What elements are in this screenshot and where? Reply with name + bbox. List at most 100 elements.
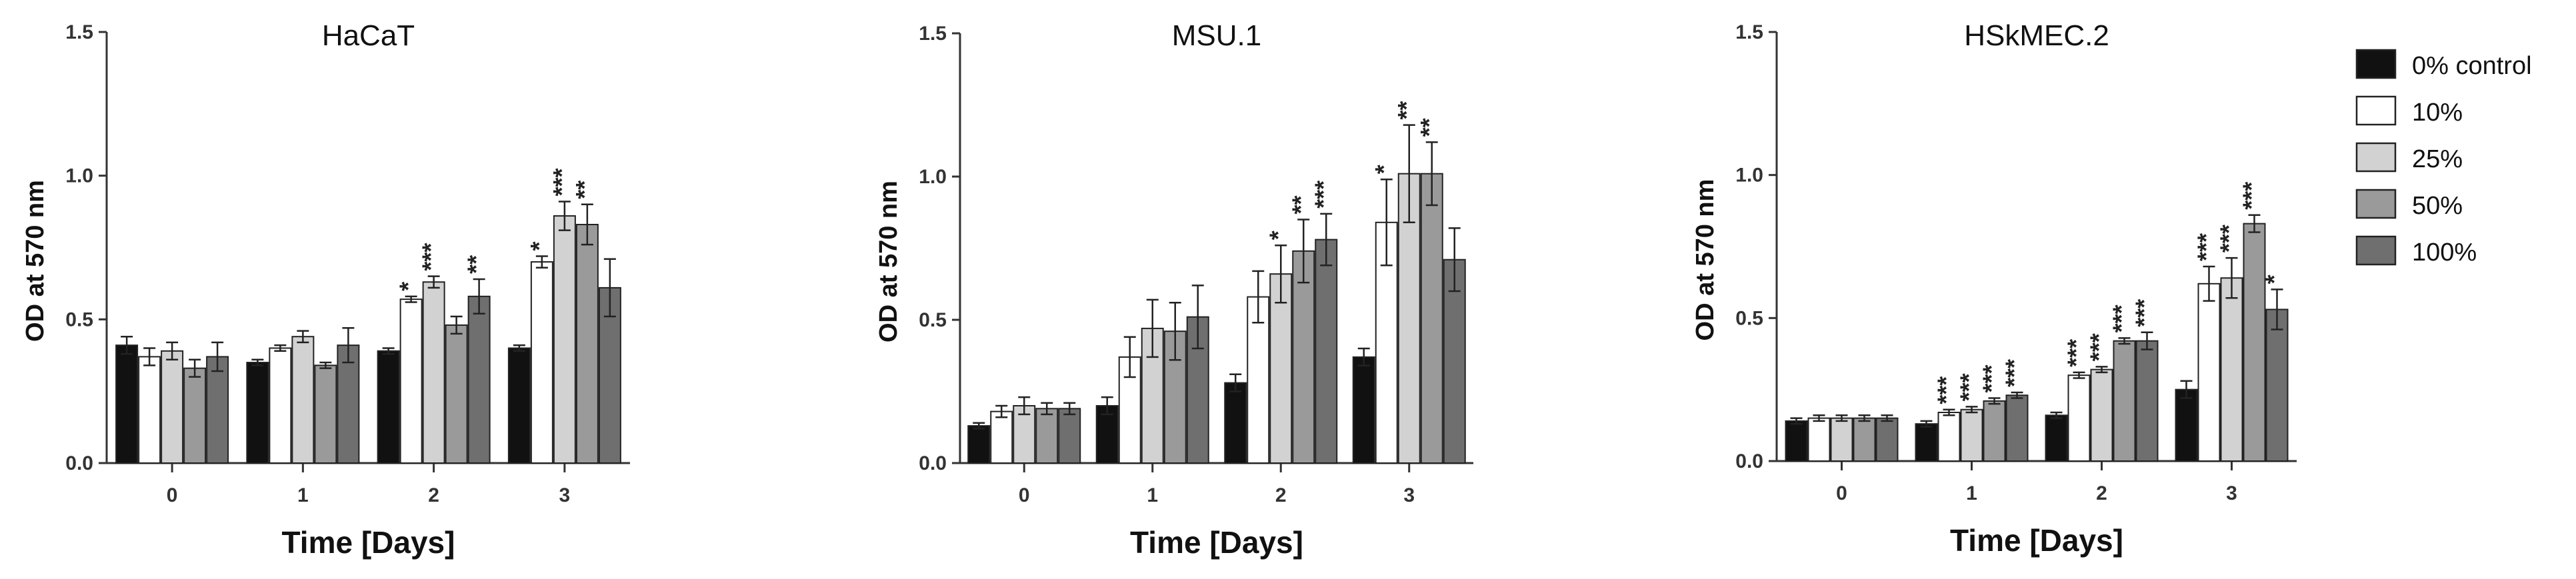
y-tick-label: 1.0 (65, 165, 93, 187)
significance-marker: * (525, 241, 553, 251)
bar (1315, 239, 1338, 464)
bar (269, 347, 292, 464)
significance-marker: *** (417, 243, 445, 271)
bar (183, 367, 207, 464)
bar (1058, 408, 1081, 464)
significance-marker: ** (1415, 118, 1443, 137)
bar (138, 356, 161, 464)
x-tick-label: 3 (559, 484, 571, 506)
x-tick-label: 2 (428, 484, 439, 506)
bar (553, 215, 576, 464)
bar (1420, 173, 1443, 464)
bar (2135, 340, 2159, 462)
significance-marker: *** (2085, 333, 2113, 361)
bar (2045, 414, 2068, 462)
x-tick-label: 3 (1403, 484, 1415, 506)
y-tick-label: 0.5 (1735, 307, 1763, 329)
bar (1937, 412, 1961, 462)
bar (990, 410, 1013, 464)
y-tick-label: 0.0 (65, 452, 93, 474)
bar (246, 362, 269, 464)
bar (2067, 374, 2091, 462)
bar (206, 356, 229, 464)
x-tick-label: 2 (1275, 484, 1287, 506)
significance-marker: *** (2131, 299, 2158, 327)
bar (161, 350, 184, 464)
significance-marker: *** (2215, 225, 2243, 253)
bar (115, 344, 139, 464)
bar (2175, 388, 2198, 462)
y-tick-label: 1.5 (919, 23, 947, 45)
significance-marker: *** (1933, 376, 1960, 404)
significance-marker: *** (2001, 359, 2028, 387)
significance-marker: *** (2193, 233, 2220, 261)
significance-marker: *** (2108, 304, 2135, 332)
bar (1875, 417, 1899, 462)
x-tick-label: 1 (1966, 482, 1977, 504)
y-tick-label: 0.0 (919, 452, 947, 474)
significance-marker: * (395, 282, 422, 291)
bar (1013, 405, 1036, 464)
y-tick-label: 1.5 (65, 21, 93, 43)
bar (1853, 417, 1876, 462)
legend: 0% control 10% 25% 50% 100% (2355, 49, 2532, 267)
significance-marker: ** (1393, 101, 1420, 120)
legend-label: 10% (2412, 99, 2463, 127)
bar (2090, 368, 2113, 462)
significance-marker: * (1370, 165, 1397, 174)
x-tick-label: 0 (1019, 484, 1030, 506)
bar (422, 281, 445, 464)
bar (2005, 394, 2029, 462)
x-tick-label: 0 (1836, 482, 1847, 504)
bar (377, 350, 400, 464)
legend-swatch (2355, 49, 2397, 79)
chart-title: HSkMEC.2 (1964, 19, 2109, 52)
legend-swatch (2355, 189, 2397, 219)
y-tick-label: 0.5 (65, 308, 93, 330)
y-tick-label: 0.0 (1735, 450, 1763, 472)
bar (1035, 408, 1059, 464)
bar (1830, 417, 1853, 462)
significance-marker: ** (571, 181, 598, 199)
bar (1785, 420, 1808, 462)
bar (2243, 223, 2266, 462)
bar (399, 298, 423, 464)
significance-marker: *** (2063, 339, 2090, 367)
x-axis-title: Time [Days] (1130, 525, 1303, 560)
bar (2265, 308, 2289, 462)
y-tick-label: 1.0 (1735, 165, 1763, 187)
bar (1960, 408, 1983, 462)
legend-swatch (2355, 235, 2397, 266)
legend-swatch (2355, 95, 2397, 126)
bar (1807, 417, 1831, 462)
bar (2197, 283, 2221, 462)
chart-panel-msu-1: MSU.10.00.51.01.5OD at 570 nm0 1 2******3*… (875, 19, 1473, 560)
bar (2220, 277, 2243, 462)
bar (291, 336, 315, 464)
bar (1983, 400, 2006, 462)
significance-marker: ** (463, 255, 490, 274)
legend-label: 100% (2412, 239, 2477, 267)
significance-marker: *** (1978, 365, 2005, 393)
x-tick-label: 1 (1147, 484, 1158, 506)
bar (445, 324, 468, 464)
bar (507, 347, 531, 464)
bar (575, 223, 599, 464)
bar (530, 261, 553, 464)
bar (1095, 405, 1119, 464)
bar (1375, 221, 1398, 464)
significance-marker: *** (1309, 181, 1337, 209)
significance-marker: *** (2238, 182, 2265, 210)
x-axis-title: Time [Days] (1950, 523, 2123, 558)
significance-marker: ** (1287, 195, 1314, 214)
y-tick-label: 0.5 (919, 309, 947, 331)
y-tick-label: 1.5 (1735, 21, 1763, 43)
significance-marker: *** (1955, 373, 1983, 401)
legend-label: 0% control (2412, 52, 2532, 80)
y-axis-title: OD at 570 nm (1691, 179, 1719, 341)
legend-label: 25% (2412, 145, 2463, 173)
legend-label: 50% (2412, 192, 2463, 220)
x-tick-label: 3 (2226, 482, 2237, 504)
bar (1352, 356, 1375, 464)
